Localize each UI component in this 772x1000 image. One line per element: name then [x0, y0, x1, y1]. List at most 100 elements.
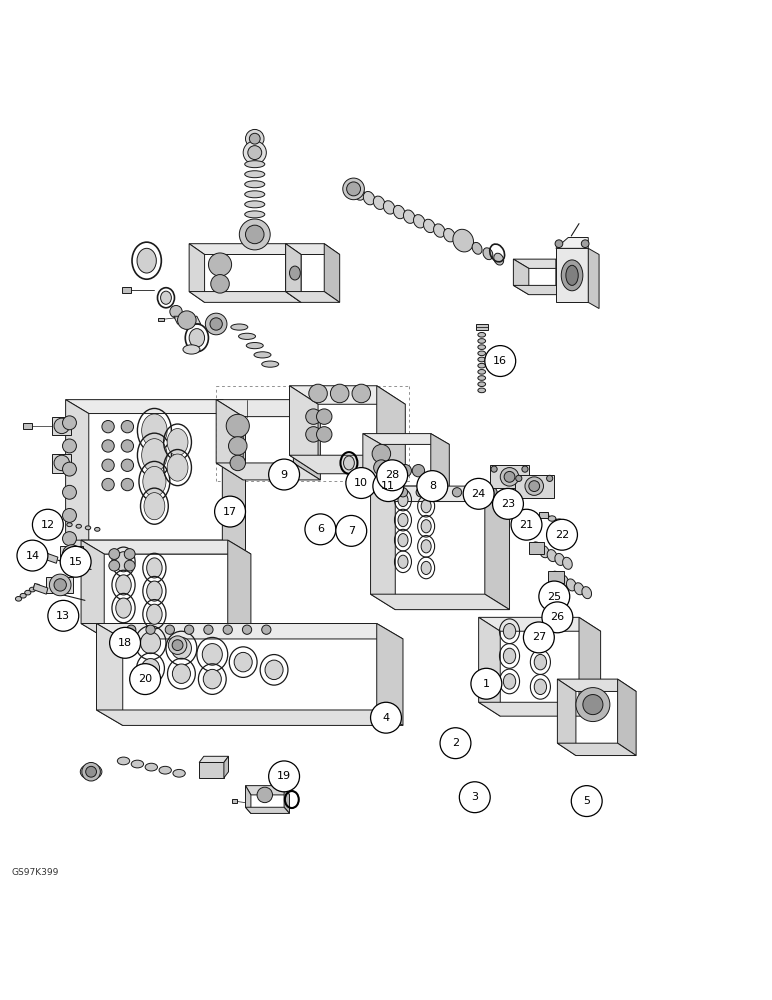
Ellipse shape — [245, 191, 265, 198]
Text: 25: 25 — [547, 591, 561, 601]
Polygon shape — [515, 475, 554, 498]
Circle shape — [170, 305, 182, 318]
Circle shape — [523, 622, 554, 653]
Polygon shape — [377, 386, 405, 474]
Text: 28: 28 — [385, 470, 399, 480]
Circle shape — [581, 240, 589, 248]
Ellipse shape — [559, 575, 568, 587]
Text: 6: 6 — [317, 524, 324, 534]
Polygon shape — [46, 577, 73, 593]
Ellipse shape — [143, 466, 166, 497]
Circle shape — [130, 664, 161, 695]
Ellipse shape — [562, 522, 570, 527]
Text: 24: 24 — [472, 489, 486, 499]
Ellipse shape — [444, 229, 455, 242]
Circle shape — [352, 384, 371, 403]
Polygon shape — [371, 486, 395, 610]
Circle shape — [463, 478, 494, 509]
Ellipse shape — [141, 439, 167, 472]
Polygon shape — [290, 386, 318, 474]
Text: 17: 17 — [223, 507, 237, 517]
Ellipse shape — [541, 513, 549, 518]
Circle shape — [208, 253, 232, 276]
Text: 8: 8 — [428, 481, 436, 491]
Ellipse shape — [374, 196, 384, 209]
Circle shape — [542, 602, 573, 633]
Circle shape — [583, 695, 603, 715]
Polygon shape — [224, 756, 229, 778]
Polygon shape — [556, 238, 588, 248]
Polygon shape — [293, 400, 320, 480]
Ellipse shape — [245, 181, 265, 188]
Ellipse shape — [141, 414, 167, 447]
Ellipse shape — [478, 351, 486, 356]
Polygon shape — [43, 552, 58, 563]
Circle shape — [547, 519, 577, 550]
Circle shape — [229, 437, 247, 455]
Circle shape — [121, 459, 134, 471]
Polygon shape — [81, 540, 104, 637]
Circle shape — [336, 515, 367, 546]
Ellipse shape — [117, 757, 130, 765]
Ellipse shape — [566, 265, 578, 285]
Ellipse shape — [57, 521, 63, 525]
Ellipse shape — [398, 493, 408, 507]
Polygon shape — [324, 244, 340, 302]
Ellipse shape — [234, 652, 252, 672]
Circle shape — [330, 384, 349, 403]
Circle shape — [102, 459, 114, 471]
Ellipse shape — [540, 546, 549, 558]
Circle shape — [205, 313, 227, 335]
Circle shape — [146, 625, 155, 634]
Circle shape — [399, 464, 411, 477]
Circle shape — [547, 475, 553, 481]
Circle shape — [210, 318, 222, 330]
Circle shape — [386, 464, 398, 477]
Circle shape — [412, 464, 425, 477]
Polygon shape — [286, 244, 301, 302]
Ellipse shape — [116, 598, 131, 618]
Circle shape — [416, 488, 425, 497]
Ellipse shape — [144, 493, 164, 520]
Ellipse shape — [20, 593, 26, 598]
Polygon shape — [363, 434, 449, 444]
Ellipse shape — [424, 219, 435, 233]
Polygon shape — [371, 594, 510, 610]
Polygon shape — [618, 679, 636, 756]
Ellipse shape — [289, 779, 295, 783]
Polygon shape — [286, 244, 301, 302]
Circle shape — [49, 574, 71, 596]
Ellipse shape — [567, 579, 576, 591]
Circle shape — [257, 787, 273, 803]
Circle shape — [555, 240, 563, 248]
Ellipse shape — [478, 345, 486, 349]
Text: 9: 9 — [280, 470, 288, 480]
Circle shape — [347, 182, 361, 196]
Polygon shape — [479, 617, 500, 716]
Circle shape — [82, 762, 100, 781]
Circle shape — [516, 475, 522, 481]
Ellipse shape — [245, 201, 265, 208]
Circle shape — [54, 455, 69, 471]
Polygon shape — [222, 400, 245, 554]
Polygon shape — [286, 292, 340, 302]
Ellipse shape — [245, 221, 265, 228]
Polygon shape — [377, 624, 403, 725]
Ellipse shape — [547, 550, 557, 562]
Ellipse shape — [555, 553, 564, 565]
Circle shape — [269, 761, 300, 792]
Circle shape — [63, 439, 76, 453]
Circle shape — [66, 549, 77, 559]
Polygon shape — [363, 486, 449, 497]
Polygon shape — [228, 540, 251, 637]
Polygon shape — [245, 786, 251, 813]
Polygon shape — [66, 400, 89, 554]
Polygon shape — [431, 434, 449, 497]
Ellipse shape — [116, 552, 131, 572]
Circle shape — [452, 488, 462, 497]
Ellipse shape — [478, 332, 486, 337]
Circle shape — [102, 440, 114, 452]
Circle shape — [529, 481, 540, 492]
Ellipse shape — [239, 333, 256, 339]
Ellipse shape — [478, 357, 486, 362]
